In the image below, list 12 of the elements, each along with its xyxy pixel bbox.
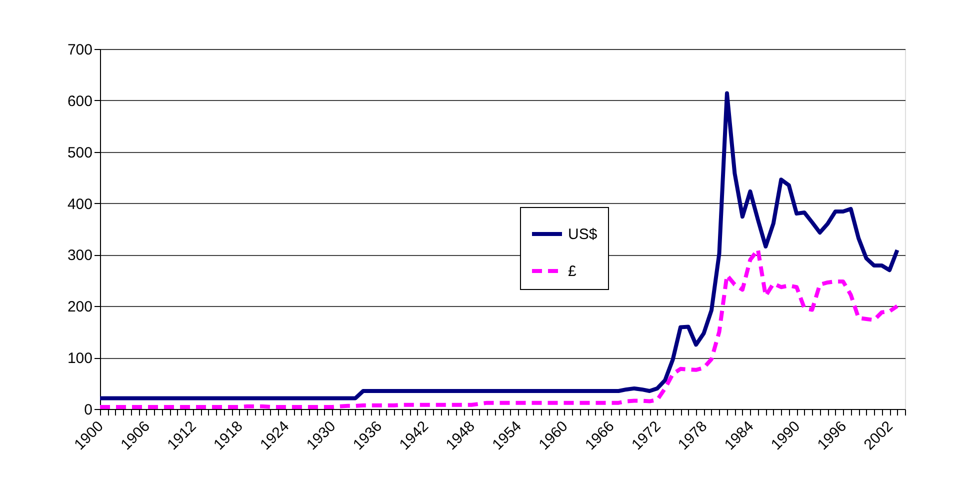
y-tick-label: 100 <box>67 350 92 368</box>
legend-label: US$ <box>568 226 598 243</box>
y-tick-label: 400 <box>67 196 92 213</box>
y-tick-label: 300 <box>67 247 92 264</box>
y-tick-label: 0 <box>84 402 92 418</box>
y-tick-label: 500 <box>67 144 92 162</box>
y-tick-label: 600 <box>67 92 92 110</box>
legend-label: £ <box>568 263 577 280</box>
y-tick-label: 200 <box>67 298 92 316</box>
line-series <box>98 91 900 400</box>
line-series <box>98 248 900 409</box>
y-tick-label: 700 <box>67 42 92 58</box>
